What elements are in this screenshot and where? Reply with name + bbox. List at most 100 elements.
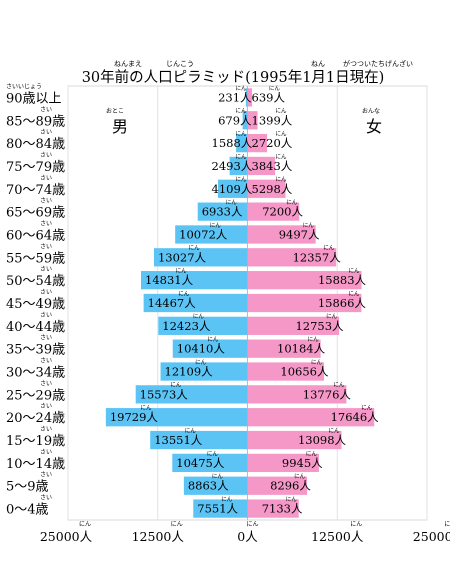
unit-ruby: にん [329,427,341,434]
value-label-female: 10184人 [277,342,326,356]
bar-female [247,339,321,358]
category-label: 15〜19歳 [6,434,65,449]
unit-ruby: にん [286,199,298,206]
category-label: 70〜74歳 [6,183,65,198]
value-label-male: 7551人 [197,502,238,516]
unit-ruby: にん [212,473,224,480]
category-ruby: さい [40,198,52,205]
bar-male [245,88,248,107]
series-name-male: 男 [112,117,128,136]
value-label-female: 2720人 [252,136,293,150]
unit-ruby: にん [170,382,182,389]
value-label-female: 17646人 [331,410,380,424]
bar-male [236,133,248,153]
value-label-male: 1588人 [212,136,253,150]
category-ruby: さい [40,289,52,296]
bar-male [158,316,248,335]
bar-female [247,133,268,153]
category-label: 50〜54歳 [6,274,65,289]
unit-ruby: にん [286,496,298,503]
unit-ruby: にん [140,405,152,412]
bar-female [247,499,299,518]
value-label-male: 13027人 [158,250,207,264]
bar-male [172,453,248,473]
bar-female [247,408,375,427]
value-label-male: 14467人 [148,296,197,310]
value-label-female: 8296人 [270,479,311,493]
bar-female [247,362,325,381]
bar-female [247,156,276,176]
category-label: 65〜69歳 [6,206,65,221]
value-label-female: 12753人 [295,319,344,333]
unit-ruby: にん [195,359,207,366]
bar-layer [105,88,375,518]
category-label: 90歳以上 [6,91,62,106]
unit-ruby: にん [210,222,222,229]
bar-female [247,453,319,473]
bar-female [247,271,362,290]
bar-male [197,202,248,221]
value-label-male: 19729人 [110,410,159,424]
unit-ruby: にん [361,405,373,412]
category-label: 35〜39歳 [6,343,65,358]
bar-female [247,293,362,313]
category-label: 40〜44歳 [6,320,65,335]
unit-ruby: にん [308,336,320,343]
bar-male [150,430,248,450]
category-label: 30〜34歳 [6,366,65,381]
bar-female [247,316,340,335]
value-label-female: 1399人 [252,113,293,127]
bar-female [247,430,342,450]
category-label: 25〜29歳 [6,388,65,403]
bar-male [217,179,248,198]
value-label-male: 15573人 [140,387,189,401]
category-ruby: さい [40,335,52,342]
category-ruby: さい [40,449,52,456]
value-label-female: 639人 [252,90,286,104]
x-tick-ruby: にん [444,521,450,528]
unit-ruby: にん [348,290,360,297]
bar-male [153,248,248,267]
value-label-male: 12109人 [165,365,214,379]
title-ruby: ねんまえ [114,60,142,68]
bar-male [143,293,248,313]
category-ruby: さい [40,312,52,319]
category-label: 45〜49歳 [6,297,65,312]
x-tick-label: 25000人 [40,529,93,544]
value-label-male: 679人 [218,113,252,127]
bar-female [247,248,337,267]
value-label-male: 8863人 [188,479,229,493]
category-ruby: さい [40,403,52,410]
value-label-male: 10410人 [177,342,226,356]
unit-ruby: にん [333,382,345,389]
category-ruby: さい [40,472,52,479]
value-label-female: 7133人 [262,502,303,516]
category-ruby: さい [40,220,52,227]
unit-ruby: にん [311,359,323,366]
unit-ruby: にん [294,473,306,480]
value-label-female: 9945人 [282,456,323,470]
value-label-male: 4109人 [212,182,253,196]
category-ruby: さい [40,106,52,113]
bar-male [175,225,248,244]
bar-male [193,499,248,518]
label-layer: 7551人にん7133人にん0〜4歳さい8863人にん8296人にん5〜9歳さい… [6,83,382,517]
value-label-female: 7200人 [262,205,303,219]
x-tick-label: 0人 [237,529,258,544]
bar-female [247,385,347,404]
bar-female [247,225,316,244]
unit-ruby: にん [236,176,248,183]
category-label: 20〜24歳 [6,411,65,426]
unit-ruby: にん [236,153,248,160]
chart-title: 30年前の人口ピラミッド(1995年1月1日現在) [82,69,385,86]
value-label-male: 13551人 [154,433,203,447]
value-label-male: 10475人 [176,456,225,470]
bar-male [160,362,248,381]
unit-ruby: にん [323,245,335,252]
bar-female [247,202,300,221]
unit-ruby: にん [226,199,238,206]
category-ruby: さいいじょう [6,83,42,90]
x-tick-ruby: にん [247,521,259,528]
series-ruby-female: おんな [362,108,380,115]
